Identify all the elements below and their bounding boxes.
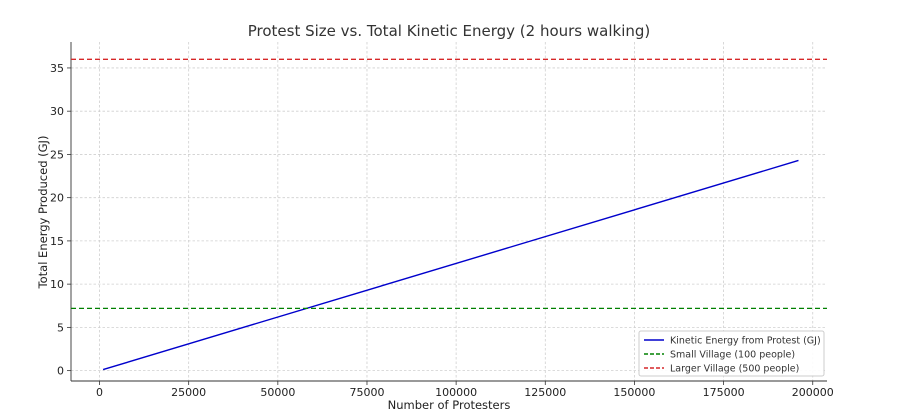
x-tick-label: 150000 [613,386,655,399]
y-tick-label: 15 [50,235,64,248]
y-axis-label: Total Energy Produced (GJ) [36,136,50,290]
legend-label-1: Small Village (100 people) [670,350,795,361]
x-tick-label: 75000 [349,386,384,399]
tick-labels: 0 25000 50000 75000 100000 125000 150000 175000… [50,62,834,399]
series-layer [71,58,827,371]
chart-title: Protest Size vs. Total Kinetic Energy (2… [248,22,651,40]
legend: Kinetic Energy from Protest (GJ) Small Vi… [638,330,825,377]
x-axis-label: Number of Protesters [388,398,511,412]
axes [67,42,827,385]
grid [71,42,827,381]
y-tick-label: 20 [50,192,64,205]
y-tick-label: 10 [50,278,64,291]
y-tick-label: 35 [50,62,64,75]
x-tick-label: 200000 [792,386,834,399]
legend-label-0: Kinetic Energy from Protest (GJ) [670,336,821,347]
legend-label-2: Larger Village (500 people) [670,364,799,375]
x-tick-label: 100000 [435,386,477,399]
legend-box [638,330,825,377]
series-line-0 [102,159,799,371]
x-tick-label: 125000 [524,386,566,399]
x-tick-label: 0 [96,386,103,399]
x-tick-label: 25000 [171,386,206,399]
y-tick-label: 30 [50,105,64,118]
y-tick-label: 5 [57,321,64,334]
y-tick-label: 0 [57,365,64,378]
x-tick-label: 175000 [703,386,745,399]
x-tick-label: 50000 [260,386,295,399]
y-tick-label: 25 [50,148,64,161]
